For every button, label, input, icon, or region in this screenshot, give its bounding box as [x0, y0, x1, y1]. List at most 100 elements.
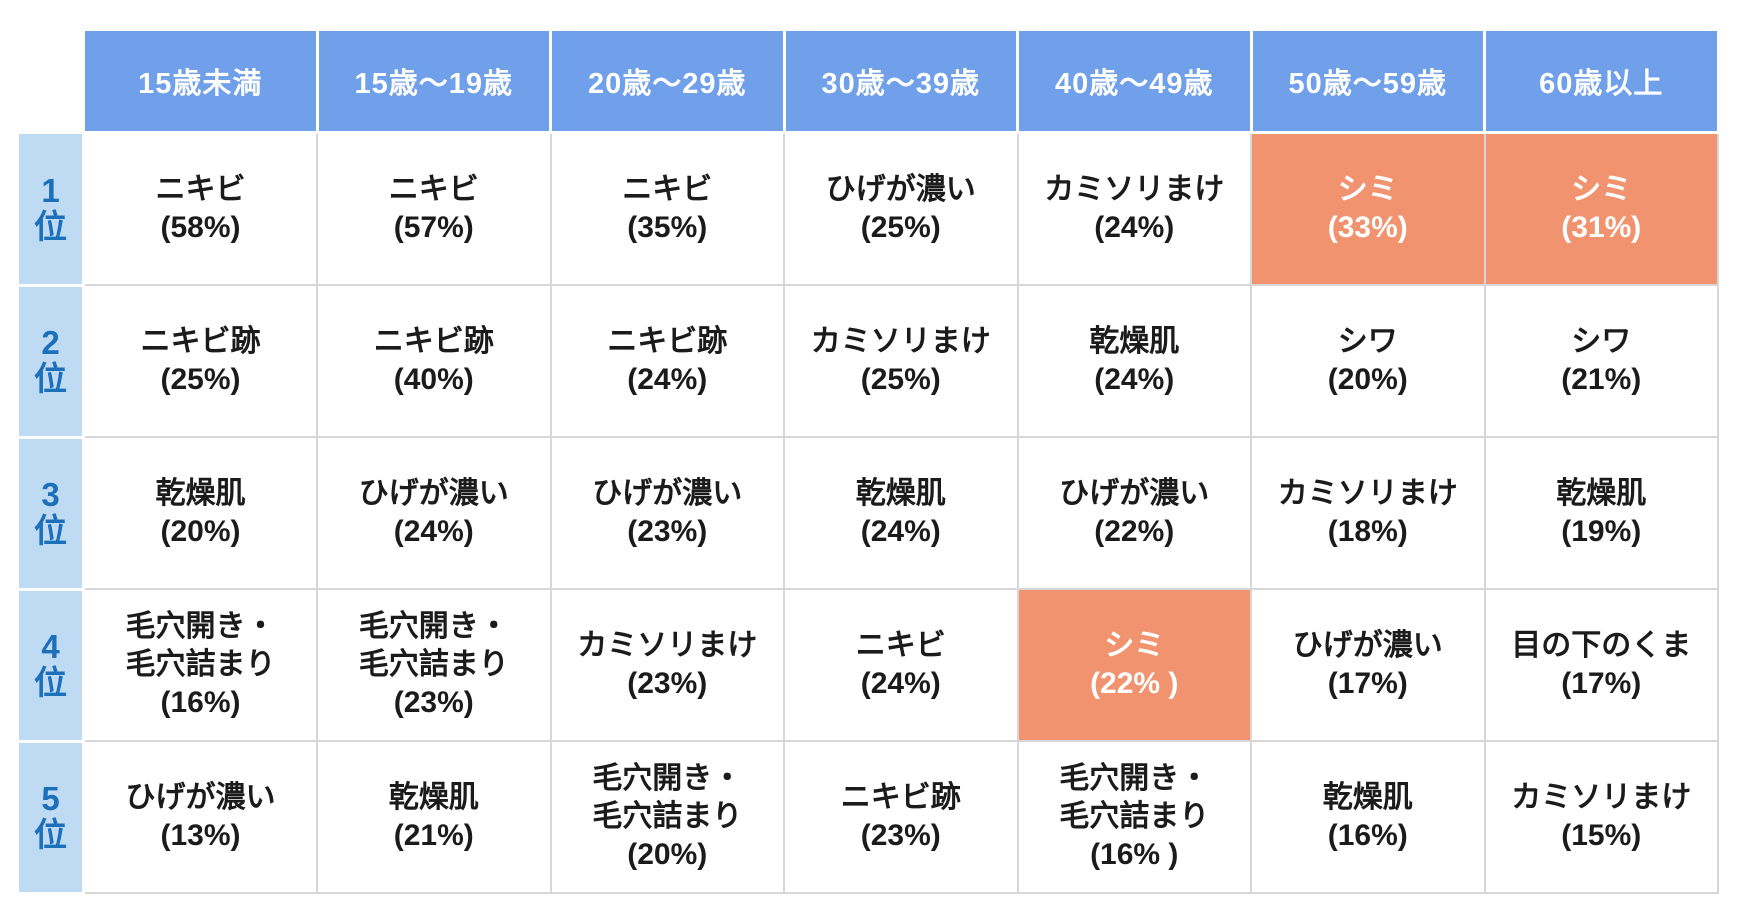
cell-value: (21%): [1561, 363, 1642, 396]
cell-value: (16%): [1327, 819, 1408, 852]
cell-label: ニキビ跡: [373, 324, 494, 358]
col-header-30-39: 30歳～39歳: [782, 28, 1019, 134]
row-header-rank-1: 1 位: [16, 131, 85, 287]
table-cell: ひげが濃い (22%): [1016, 436, 1252, 590]
cell-value: (20%): [1327, 363, 1408, 396]
cell-value: (23%): [627, 667, 708, 700]
cell-value: (21%): [393, 819, 474, 852]
cell-label: 毛穴開き・ 毛穴詰まり: [125, 609, 276, 681]
table-row-rank-5: 5 位 ひげが濃い (13%) 乾燥肌 (21%) 毛穴開き・ 毛穴詰まり (2…: [16, 739, 1719, 895]
cell-value: (40%): [393, 363, 474, 396]
col-header-40-49: 40歳～49歳: [1016, 28, 1253, 134]
cell-value: (23%): [393, 686, 474, 720]
cell-label: 乾燥肌: [1089, 324, 1180, 358]
cell-label: ひげが濃い: [1059, 476, 1210, 510]
table-cell: シミ (22% ): [1016, 588, 1252, 742]
cell-label: 乾燥肌: [1322, 780, 1413, 814]
cell-label: ニキビ: [155, 172, 246, 206]
cell-label: ひげが濃い: [1292, 628, 1443, 662]
cell-value: (25%): [860, 363, 941, 396]
table-row-rank-4: 4 位 毛穴開き・ 毛穴詰まり (16%) 毛穴開き・ 毛穴詰まり (23%) …: [16, 587, 1719, 743]
cell-value: (24%): [1094, 363, 1175, 396]
table-cell: ひげが濃い (17%): [1250, 588, 1486, 742]
cell-label: ニキビ: [622, 172, 713, 206]
cell-value: (23%): [627, 515, 708, 548]
table-cell: 乾燥肌 (16%): [1250, 740, 1486, 894]
cell-value: (16% ): [1090, 838, 1179, 872]
cell-value: (24%): [1094, 211, 1175, 244]
rank-unit: 位: [34, 207, 67, 245]
table-cell: ひげが濃い (13%): [82, 740, 318, 894]
col-header-50-59: 50歳～59歳: [1249, 28, 1486, 134]
table-cell: ひげが濃い (25%): [783, 131, 1019, 286]
table-cell: ニキビ (58%): [82, 131, 318, 286]
rank-unit: 位: [34, 816, 67, 853]
table-row-rank-2: 2 位 ニキビ跡 (25%) ニキビ跡 (40%) ニキビ跡 (24%) カミソ…: [16, 283, 1719, 439]
cell-label: ニキビ跡: [840, 780, 961, 814]
table-cell: ニキビ跡 (23%): [783, 740, 1019, 894]
table-cell: 乾燥肌 (21%): [316, 740, 552, 894]
rank-number: 2: [41, 324, 60, 362]
rank-number: 4: [41, 628, 60, 666]
table-cell: カミソリまけ (15%): [1483, 740, 1719, 894]
cell-value: (24%): [860, 515, 941, 548]
cell-label: 乾燥肌: [155, 476, 246, 510]
rank-unit: 位: [34, 512, 67, 549]
cell-label: シミ: [1337, 172, 1398, 206]
table-cell: ニキビ跡 (25%): [82, 284, 318, 438]
cell-label: 乾燥肌: [1556, 476, 1647, 510]
table-cell: ニキビ跡 (24%): [549, 284, 785, 438]
table-cell: 乾燥肌 (24%): [783, 436, 1019, 590]
cell-value: (22%): [1094, 515, 1175, 548]
table-cell: カミソリまけ (25%): [783, 284, 1019, 438]
cell-value: (19%): [1561, 515, 1642, 548]
header-row: 15歳未満 15歳～19歳 20歳～29歳 30歳～39歳 40歳～49歳 50…: [16, 28, 1720, 134]
cell-label: シワ: [1337, 324, 1398, 358]
cell-label: ニキビ跡: [607, 324, 728, 358]
cell-value: (24%): [627, 363, 708, 396]
cell-value: (22% ): [1090, 667, 1179, 700]
cell-value: (20%): [160, 515, 241, 548]
cell-label: シワ: [1571, 324, 1632, 358]
cell-value: (25%): [160, 363, 241, 396]
table-cell: ニキビ (57%): [316, 131, 552, 286]
row-header-rank-5: 5 位: [16, 739, 85, 895]
cell-label: カミソリまけ: [1044, 172, 1225, 206]
cell-label: 毛穴開き・ 毛穴詰まり: [358, 609, 509, 681]
cell-value: (35%): [627, 211, 708, 244]
cell-value: (15%): [1561, 819, 1642, 852]
row-header-rank-3: 3 位: [16, 435, 85, 591]
table-cell: シミ (31%): [1483, 131, 1719, 286]
table-cell: ニキビ (35%): [549, 131, 785, 286]
col-header-under-15: 15歳未満: [82, 28, 319, 134]
col-header-20-29: 20歳～29歳: [549, 28, 786, 134]
cell-value: (17%): [1327, 667, 1408, 700]
col-header-60-plus: 60歳以上: [1483, 28, 1720, 134]
cell-value: (16%): [160, 686, 241, 720]
rank-number: 5: [41, 780, 60, 818]
cell-value: (13%): [160, 819, 241, 852]
cell-value: (33%): [1327, 211, 1408, 244]
cell-label: シミ: [1104, 628, 1165, 662]
cell-value: (58%): [160, 211, 241, 244]
table-cell: ひげが濃い (23%): [549, 436, 785, 590]
table-cell: シワ (21%): [1483, 284, 1719, 438]
table-cell: カミソリまけ (23%): [549, 588, 785, 742]
cell-label: カミソリまけ: [577, 628, 758, 662]
cell-label: ニキビ跡: [140, 324, 261, 358]
table-cell: 毛穴開き・ 毛穴詰まり (16%): [82, 588, 318, 742]
table-cell: 乾燥肌 (19%): [1483, 436, 1719, 590]
age-skin-concern-table: 15歳未満 15歳～19歳 20歳～29歳 30歳～39歳 40歳～49歳 50…: [16, 28, 1720, 895]
cell-label: ニキビ: [855, 628, 946, 662]
cell-label: シミ: [1571, 172, 1632, 206]
cell-label: 毛穴開き・ 毛穴詰まり: [592, 761, 743, 833]
table-cell: 乾燥肌 (24%): [1016, 284, 1252, 438]
cell-value: (18%): [1327, 515, 1408, 548]
corner-spacer-cell: [16, 28, 85, 134]
table-cell: カミソリまけ (18%): [1250, 436, 1486, 590]
table-cell: 毛穴開き・ 毛穴詰まり (20%): [549, 740, 785, 894]
cell-label: ひげが濃い: [825, 172, 976, 206]
cell-value: (24%): [393, 515, 474, 548]
rank-number: 1: [41, 172, 60, 210]
cell-value: (20%): [627, 838, 708, 872]
